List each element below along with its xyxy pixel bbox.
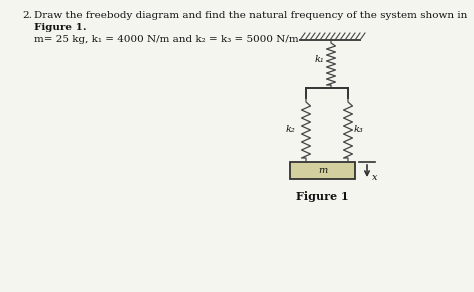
Text: k₃: k₃: [354, 126, 364, 135]
Text: m= 25 kg, k₁ = 4000 N/m and k₂ = k₃ = 5000 N/m: m= 25 kg, k₁ = 4000 N/m and k₂ = k₃ = 50…: [34, 35, 299, 44]
Text: 2.: 2.: [22, 11, 32, 20]
Text: Figure 1: Figure 1: [296, 191, 349, 202]
Text: Draw the freebody diagram and find the natural frequency of the system shown in: Draw the freebody diagram and find the n…: [34, 11, 467, 20]
Bar: [290, 162, 355, 179]
Text: x: x: [372, 173, 377, 182]
Text: k₁: k₁: [315, 55, 325, 65]
Text: k₂: k₂: [286, 126, 296, 135]
Text: Figure 1.: Figure 1.: [34, 23, 87, 32]
Text: m: m: [318, 166, 327, 175]
